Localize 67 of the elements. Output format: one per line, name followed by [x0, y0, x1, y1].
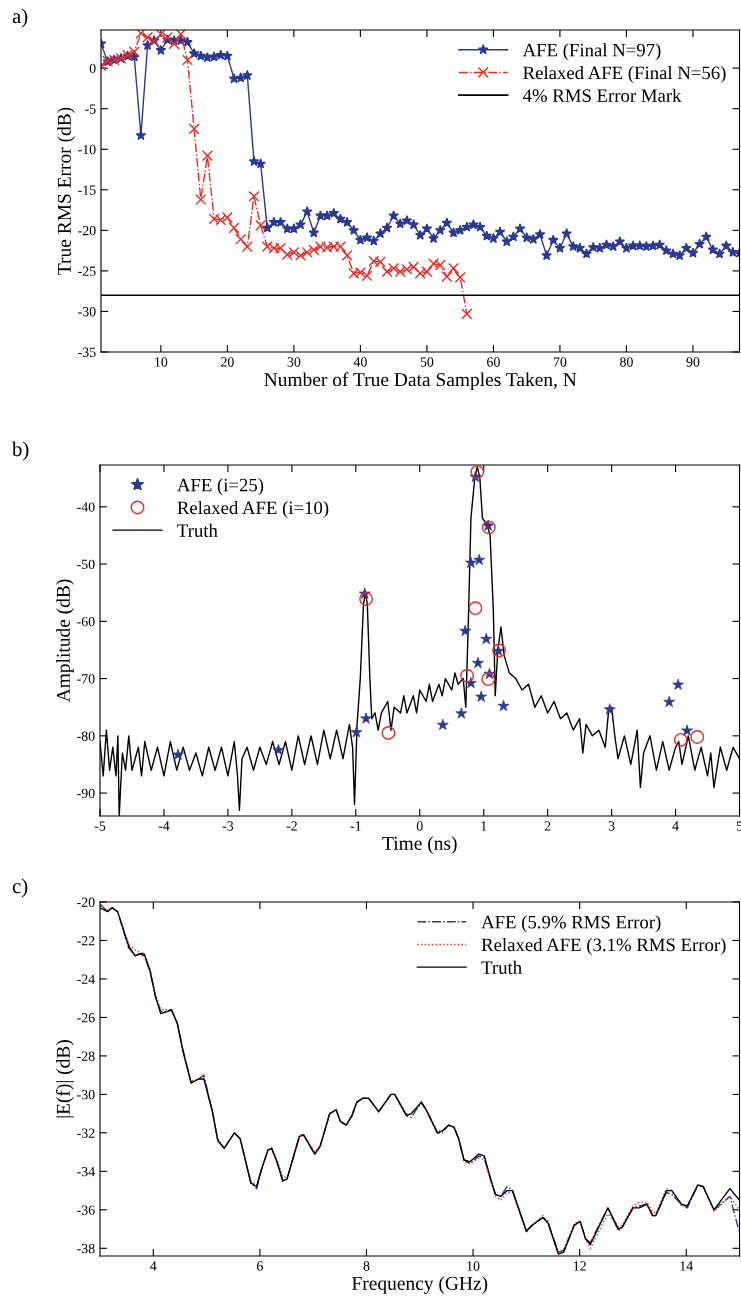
x-tick-label: 14 [680, 1261, 693, 1271]
y-tick-label: -50 [77, 559, 95, 570]
y-tick-label: -26 [77, 1013, 95, 1023]
legend-label: Relaxed AFE (3.1% RMS Error) [481, 937, 726, 955]
x-tick-label: 6 [257, 1261, 263, 1271]
x-tick-label: 12 [573, 1261, 586, 1271]
y-tick-label: -28 [77, 1051, 95, 1061]
y-tick-label: -5 [85, 104, 96, 114]
y-tick-label: -80 [77, 731, 95, 741]
x-tick-label: -5 [94, 821, 106, 831]
y-tick-label: -40 [77, 502, 95, 512]
x-axis-title: Number of True Data Samples Taken, N [264, 372, 577, 391]
x-tick-label: -4 [158, 821, 170, 831]
legend-label: Truth [481, 960, 522, 974]
text: a) [12, 8, 28, 28]
x-tick-label: 20 [221, 357, 234, 367]
x-tick-label: 40 [353, 357, 367, 367]
x-tick-label: 8 [363, 1261, 370, 1271]
x-tick-label: 2 [544, 821, 551, 831]
y-tick-label: -60 [77, 616, 95, 627]
y-tick-label: -30 [77, 1089, 95, 1100]
text: b) [12, 441, 29, 461]
x-tick-label: 30 [287, 357, 301, 367]
legend-label: AFE (i=25) [177, 478, 264, 496]
x-tick-label: 50 [420, 357, 434, 367]
x-tick-label: 3 [608, 821, 615, 831]
legend-label: Relaxed AFE (Final N=56) [523, 65, 726, 83]
y-tick-label: -20 [78, 225, 96, 236]
y-tick-label: -34 [77, 1166, 95, 1177]
x-tick-label: -1 [350, 821, 361, 831]
y-axis-title: True RMS Error (dB) [57, 107, 75, 275]
y-axis-title: Amplitude (dB) [56, 579, 74, 703]
legend-label: AFE (Final N=97) [522, 43, 661, 61]
x-tick-label: 10 [155, 357, 168, 367]
x-tick-label: -2 [286, 821, 297, 831]
y-tick-label: -36 [77, 1205, 95, 1215]
legend-label: 4% RMS Error Mark [522, 88, 682, 102]
y-tick-label: -30 [78, 307, 96, 317]
legend-label: Truth [177, 523, 218, 537]
y-tick-label: -20 [77, 897, 95, 907]
x-tick-label: -3 [222, 821, 234, 831]
y-tick-label: -90 [77, 788, 95, 799]
y-tick-label: -15 [78, 185, 96, 195]
x-tick-label: 80 [620, 357, 633, 367]
x-axis-title: Frequency (GHz) [352, 1276, 488, 1294]
y-tick-label: -32 [77, 1128, 95, 1138]
y-tick-label: -10 [78, 144, 96, 155]
y-axis-title: |E(f)| (dB) [55, 1040, 74, 1118]
x-tick-label: 0 [416, 821, 423, 831]
y-tick-label: -25 [78, 266, 96, 276]
x-tick-label: 4 [150, 1261, 157, 1271]
x-tick-label: 4 [672, 821, 679, 831]
text: c) [12, 878, 28, 898]
legend-label: AFE (5.9% RMS Error) [481, 915, 661, 933]
x-tick-label: 1 [481, 821, 487, 831]
x-tick-label: 90 [686, 357, 700, 367]
y-tick-label: -70 [77, 674, 95, 684]
y-tick-label: 0 [89, 63, 96, 74]
y-tick-label: -24 [77, 974, 95, 984]
x-tick-label: 10 [467, 1261, 480, 1271]
y-tick-label: -35 [78, 347, 96, 357]
x-axis-title: Time (ns) [382, 836, 457, 854]
legend-label: Relaxed AFE (i=10) [177, 500, 329, 518]
x-tick-label: 70 [553, 357, 567, 367]
y-tick-label: -22 [77, 936, 95, 946]
x-tick-label: 60 [487, 357, 500, 367]
y-tick-label: -38 [77, 1243, 95, 1254]
